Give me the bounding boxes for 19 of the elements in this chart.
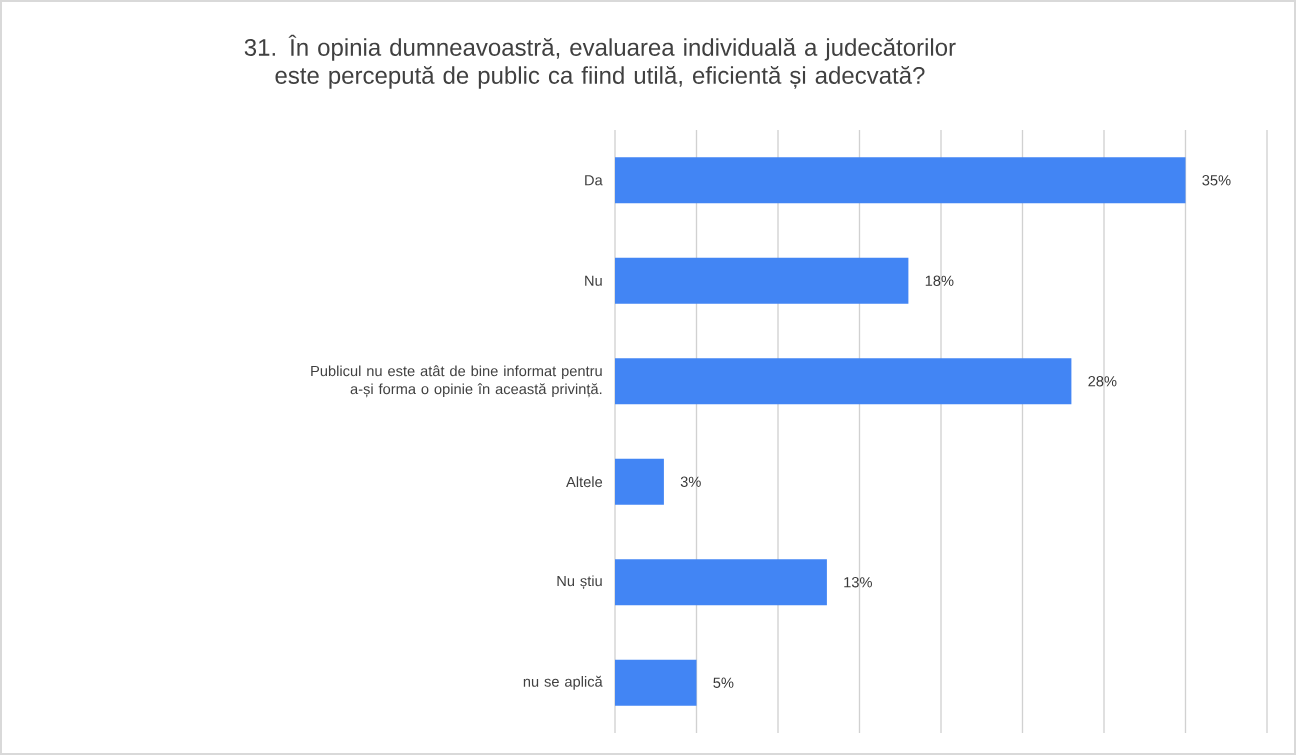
- y-tick-label: Altele: [566, 476, 603, 488]
- y-tick-label: nu se aplică: [523, 675, 603, 690]
- bar: [615, 458, 664, 505]
- data-label: 13%: [844, 577, 872, 588]
- bar: [615, 257, 909, 304]
- bar: [615, 358, 1072, 405]
- data-label: 5%: [713, 677, 734, 688]
- data-label: 35%: [1202, 175, 1231, 186]
- y-tick-label: Publicul nu este atât de bine informat pentru a-și forma o opinie în această privință.: [311, 365, 602, 398]
- bar: [615, 559, 827, 606]
- data-label: 18%: [925, 275, 954, 286]
- y-tick-label: Nu: [585, 275, 602, 286]
- bar: [615, 157, 1186, 204]
- y-tick-label: Da: [585, 175, 603, 186]
- data-label: 3%: [680, 476, 701, 487]
- chart-title: 31. În opinia dumneavoastră, evaluarea individuală a judecătorilor este percepută de public ca fiind utilă, eficientă și adecvată?: [244, 34, 956, 89]
- bar: [615, 659, 697, 706]
- y-tick-label: Nu știu: [557, 575, 602, 590]
- data-label: 28%: [1088, 376, 1117, 387]
